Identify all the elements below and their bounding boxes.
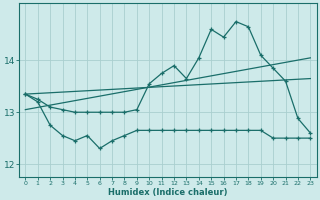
X-axis label: Humidex (Indice chaleur): Humidex (Indice chaleur) — [108, 188, 228, 197]
